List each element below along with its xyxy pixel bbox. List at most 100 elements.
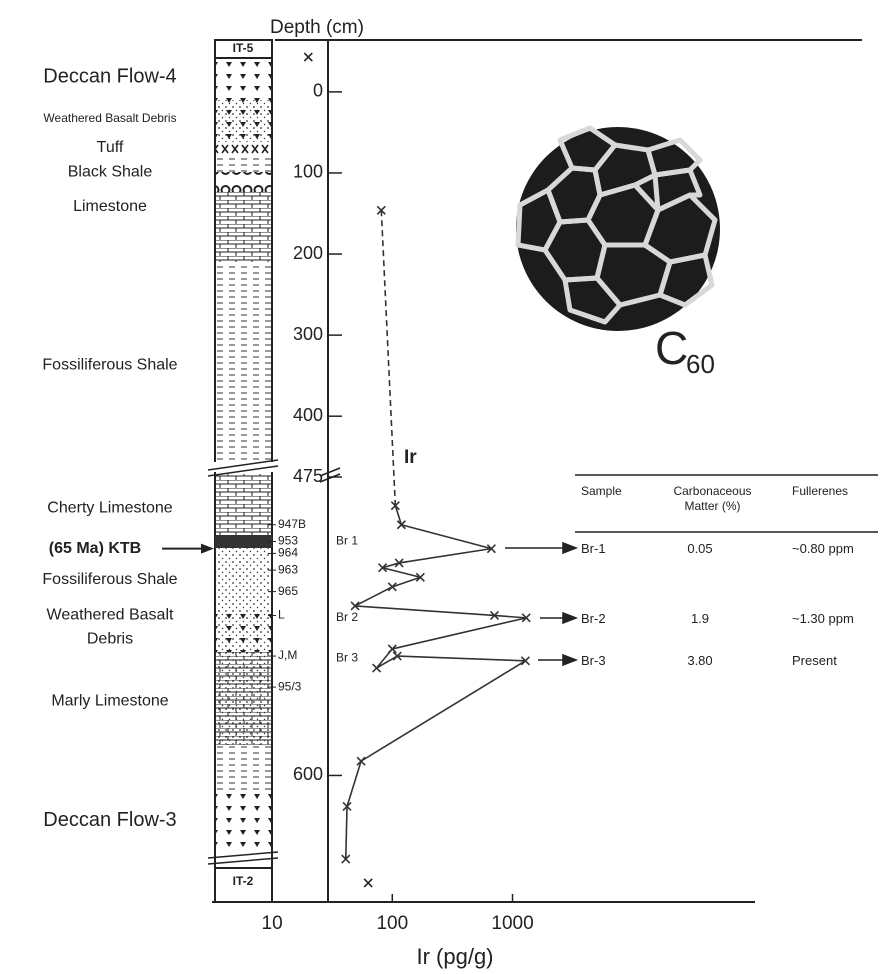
- strat-column: [207, 39, 279, 903]
- unit-label: Weathered Basalt Debris: [43, 111, 176, 125]
- marker: [396, 520, 406, 530]
- marker-x: [376, 205, 386, 215]
- x-tick-label: 10: [262, 913, 283, 934]
- marker-x: [303, 52, 313, 62]
- sample-label: 95/3: [278, 679, 302, 693]
- marker-x: [521, 613, 531, 623]
- column-label: IT-5: [233, 41, 254, 55]
- marker-x: [342, 801, 352, 812]
- y-tick-label: 0: [313, 81, 323, 101]
- table-cell: Present: [792, 653, 837, 668]
- molecule-subscript: 60: [686, 349, 715, 379]
- profile-segment: [401, 523, 492, 550]
- marker-x: [394, 558, 404, 568]
- profile-segment: [392, 617, 527, 650]
- sample-label: 965: [278, 584, 298, 598]
- c60-molecule: [515, 125, 720, 331]
- profile-segment: [344, 806, 348, 860]
- marker: [363, 878, 373, 888]
- sample-label: 947B: [278, 517, 306, 531]
- y-tick-label: 300: [293, 324, 323, 344]
- table-cell: 3.80: [687, 653, 713, 668]
- marker: [489, 610, 500, 621]
- profile-segment: [382, 566, 421, 579]
- sample-label: 953: [278, 534, 298, 548]
- axis-break: [319, 467, 341, 483]
- marker: [376, 205, 386, 215]
- marker: [387, 582, 397, 592]
- marker: [486, 544, 496, 554]
- profile-segment: [394, 505, 403, 525]
- marker: [303, 52, 313, 62]
- x-axis-title: Ir (pg/g): [416, 944, 493, 969]
- table-cell: Br-3: [581, 653, 606, 668]
- table-cell: Br-1: [581, 541, 606, 556]
- unit-label: Black Shale: [68, 163, 153, 180]
- table-cell: Br-2: [581, 611, 606, 626]
- table-cell: 0.05: [687, 541, 713, 556]
- marker: [387, 644, 397, 654]
- sample-label: 964: [278, 546, 298, 560]
- profile-segment: [399, 547, 492, 564]
- marker-x: [396, 520, 406, 530]
- table-cell: ~1.30 ppm: [792, 611, 854, 626]
- peak-label: Br 3: [336, 651, 358, 665]
- unit-label: Deccan Flow-4: [43, 66, 176, 88]
- unit-label: Limestone: [73, 198, 147, 215]
- peak-label: Br 1: [336, 534, 358, 548]
- marker-x: [341, 854, 351, 864]
- marker-x: [415, 572, 425, 582]
- table-cell: ~0.80 ppm: [792, 541, 854, 556]
- profile-segment: [380, 210, 397, 506]
- profile-segment: [382, 562, 400, 569]
- unit-label: Deccan Flow-3: [43, 809, 176, 831]
- boundary-arrowhead: [201, 543, 214, 554]
- sample-label: J,M: [278, 648, 297, 662]
- marker: [394, 558, 404, 568]
- marker: [372, 663, 382, 673]
- y-tick-label: 600: [293, 764, 323, 784]
- marker: [521, 613, 531, 623]
- series-label: Ir: [404, 447, 417, 468]
- marker: [341, 854, 351, 864]
- marker-x: [489, 610, 500, 621]
- table-header: Carbonaceous Matter (%): [673, 484, 752, 513]
- unit-label: Marly Limestone: [51, 693, 168, 710]
- profile-segment: [494, 614, 527, 619]
- y-tick-label: 400: [293, 405, 323, 425]
- marker: [390, 501, 400, 511]
- profile-segment: [376, 655, 398, 669]
- peak-label: Br 2: [336, 610, 358, 624]
- boundary-label: (65 Ma) KTB: [49, 540, 141, 557]
- marker-x: [392, 651, 402, 661]
- marker: [356, 756, 366, 766]
- marker-x: [356, 756, 366, 766]
- y-tick-label: 475: [293, 466, 323, 486]
- table-header: Fullerenes: [792, 484, 849, 498]
- marker-x: [390, 501, 400, 511]
- arrows: [505, 541, 579, 667]
- marker: [392, 651, 402, 661]
- marker: [342, 801, 352, 812]
- marker-x: [363, 878, 373, 888]
- unit-label: Tuff: [97, 139, 124, 156]
- marker: [520, 656, 530, 666]
- marker-x: [520, 656, 530, 666]
- marker-x: [350, 601, 360, 611]
- unit-label: Cherty Limestone: [47, 499, 172, 516]
- marker-x: [372, 663, 382, 673]
- y-tick-label: 200: [293, 243, 323, 263]
- y-axis-title: Depth (cm): [270, 17, 364, 38]
- marker-x: [486, 544, 496, 554]
- marker: [415, 572, 425, 582]
- unit-label: Debris: [87, 631, 133, 648]
- sample-label: L: [278, 608, 285, 622]
- profile-segment: [360, 660, 526, 762]
- marker-x: [387, 582, 397, 592]
- unit-label: Fossiliferous Shale: [42, 571, 177, 588]
- profile-segment: [354, 586, 393, 607]
- profile-segment: [392, 576, 421, 588]
- marker-x: [378, 563, 388, 573]
- table-header: Sample: [581, 484, 622, 498]
